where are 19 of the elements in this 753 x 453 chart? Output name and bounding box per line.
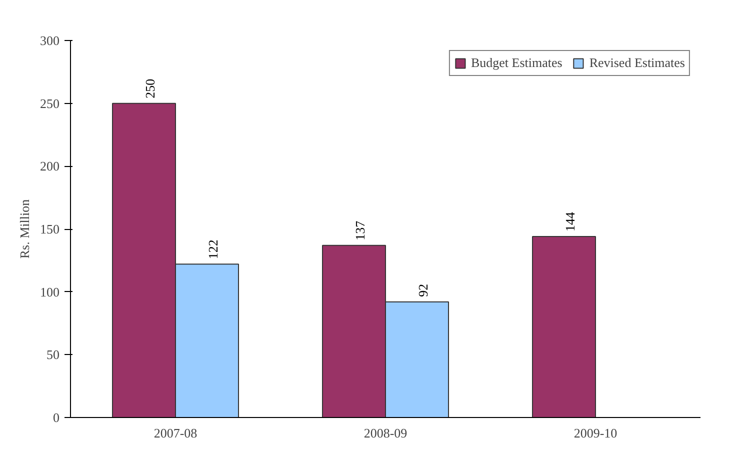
x-tick-label: 2007-08 bbox=[154, 426, 198, 440]
y-tick-label: 300 bbox=[40, 33, 60, 48]
legend-label: Revised Estimates bbox=[589, 55, 685, 71]
bar bbox=[532, 236, 596, 418]
y-axis-title: Rs. Million bbox=[17, 198, 32, 259]
data-label: 137 bbox=[352, 220, 368, 240]
y-tick-label: 50 bbox=[46, 347, 60, 362]
x-tick-label: 2009-10 bbox=[574, 426, 618, 440]
y-tick-label: 0 bbox=[53, 410, 60, 425]
data-label: 144 bbox=[562, 212, 578, 232]
y-tick-label: 200 bbox=[40, 158, 60, 174]
y-tick-label: 250 bbox=[40, 96, 60, 111]
y-tick-label: 100 bbox=[40, 284, 60, 300]
y-tick-label: 150 bbox=[40, 222, 60, 236]
x-tick-label: 2008-09 bbox=[364, 426, 408, 440]
data-label: 250 bbox=[142, 78, 158, 98]
data-label: 122 bbox=[206, 240, 220, 260]
data-label: 92 bbox=[416, 284, 430, 297]
legend-label: Budget Estimates bbox=[470, 55, 562, 71]
